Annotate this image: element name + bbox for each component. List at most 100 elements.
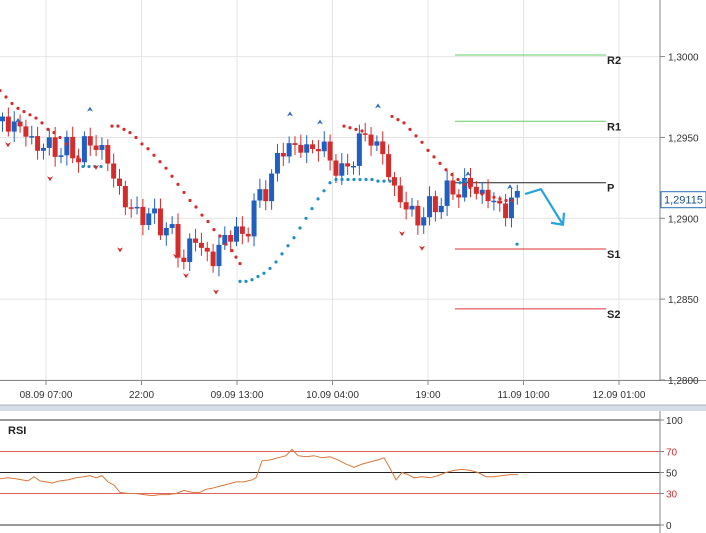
- rsi-line: [0, 448, 518, 497]
- rsi-tick-label: 100: [666, 416, 683, 427]
- candle-body: [497, 200, 503, 204]
- fractal-arrows: [5, 103, 513, 295]
- candle-body: [204, 247, 210, 252]
- candle-body: [5, 116, 11, 132]
- candle-body: [58, 155, 64, 157]
- pivot-label-s1: S1: [607, 249, 620, 261]
- sar-dot: [116, 124, 120, 128]
- pivot-label-p: P: [607, 183, 614, 195]
- candle-body: [122, 185, 128, 208]
- candle-body: [93, 145, 99, 150]
- parabolic-sar: [0, 88, 519, 283]
- candle-body: [210, 251, 216, 267]
- sar-dot: [515, 242, 519, 246]
- sar-dot: [224, 242, 228, 246]
- sar-dot: [304, 216, 308, 220]
- candle-body: [397, 185, 403, 203]
- candle-body: [403, 202, 409, 210]
- candle-body: [321, 141, 327, 152]
- candle-body: [17, 121, 23, 127]
- candle-body: [222, 234, 228, 245]
- price-pane: R2 R1 P S1 S2 1,3000 1,2950 1,2900 1,2850 1,2800…: [0, 0, 706, 401]
- sar-dot: [234, 255, 238, 259]
- fractal-up-arrow: [465, 171, 471, 177]
- sar-dot: [286, 244, 290, 248]
- sar-dot: [480, 192, 484, 196]
- candle-body: [391, 177, 397, 186]
- sar-dot: [426, 148, 430, 152]
- fractal-down-arrow: [5, 142, 11, 148]
- rsi-tick-label: 70: [666, 448, 678, 459]
- candle-body: [245, 233, 251, 237]
- candle-body: [456, 194, 462, 198]
- candle-body: [146, 213, 152, 226]
- sar-dot: [438, 161, 442, 165]
- price-tick-label: 1,3000: [668, 53, 699, 64]
- candlesticks: [0, 107, 520, 277]
- sar-dot: [140, 142, 144, 146]
- time-tick-label: 11.09 10:00: [497, 390, 550, 401]
- sar-dot: [40, 121, 44, 125]
- candle-body: [280, 153, 286, 157]
- time-tick-label: 12.09 01:00: [593, 390, 646, 401]
- candle-body: [46, 137, 52, 148]
- candle-body: [81, 136, 87, 163]
- fractal-up-arrow: [87, 106, 93, 112]
- current-price-label: 1,29115: [664, 195, 703, 207]
- candle-body: [508, 197, 514, 219]
- fractal-up-arrow: [287, 111, 293, 117]
- candle-body: [169, 224, 175, 228]
- sar-dot: [474, 189, 478, 193]
- sar-dot: [87, 164, 91, 169]
- time-tick-label: 09.09 13:00: [211, 390, 264, 401]
- fractal-down-arrow: [213, 289, 219, 295]
- time-tick-label: 22:00: [129, 390, 154, 401]
- candle-body: [216, 244, 222, 267]
- sar-dot: [316, 197, 320, 201]
- sar-dot: [256, 274, 260, 279]
- sar-dot: [420, 140, 424, 144]
- sar-dot: [152, 153, 156, 157]
- candle-body: [468, 177, 473, 187]
- price-tick-label: 1,2900: [668, 214, 699, 225]
- fractal-down-arrow: [47, 176, 53, 182]
- sar-dot: [298, 226, 302, 230]
- candle-body: [374, 141, 380, 146]
- candle-body: [163, 227, 169, 236]
- sar-dot: [328, 181, 332, 185]
- sar-dot: [244, 279, 248, 283]
- rsi-axis: 100 70 50 30 0: [660, 416, 683, 532]
- sar-dot: [402, 121, 406, 125]
- fractal-down-arrow: [93, 164, 99, 170]
- sar-dot: [0, 88, 2, 93]
- sar-dot: [382, 179, 386, 183]
- pivot-label-s2: S2: [607, 309, 620, 321]
- sar-dot: [268, 266, 272, 271]
- sar-dot: [262, 271, 266, 275]
- sar-dot: [408, 127, 412, 131]
- sar-dot: [122, 127, 126, 131]
- candle-body: [380, 141, 386, 155]
- sar-dot: [390, 114, 394, 119]
- time-tick-label: 10.09 04:00: [306, 390, 359, 401]
- candle-body: [11, 121, 17, 132]
- fractal-down-arrow: [183, 273, 189, 279]
- sar-dot: [194, 205, 198, 209]
- price-tick-label: 1,2850: [668, 295, 699, 306]
- fractal-down-arrow: [117, 247, 123, 253]
- candle-body: [503, 203, 509, 219]
- candle-body: [333, 160, 339, 176]
- rsi-tick-label: 0: [666, 521, 672, 532]
- candle-body: [351, 165, 356, 168]
- sar-dot: [346, 177, 350, 182]
- sar-dot: [348, 126, 352, 130]
- sar-dot: [468, 185, 472, 190]
- sar-dot: [504, 198, 508, 203]
- candle-body: [228, 234, 234, 242]
- sar-dot: [280, 252, 284, 256]
- sar-dot: [176, 182, 180, 186]
- candle-body: [193, 238, 199, 243]
- candle-body: [0, 116, 5, 122]
- rsi-tick-label: 50: [666, 469, 678, 480]
- rsi-title: RSI: [8, 425, 26, 437]
